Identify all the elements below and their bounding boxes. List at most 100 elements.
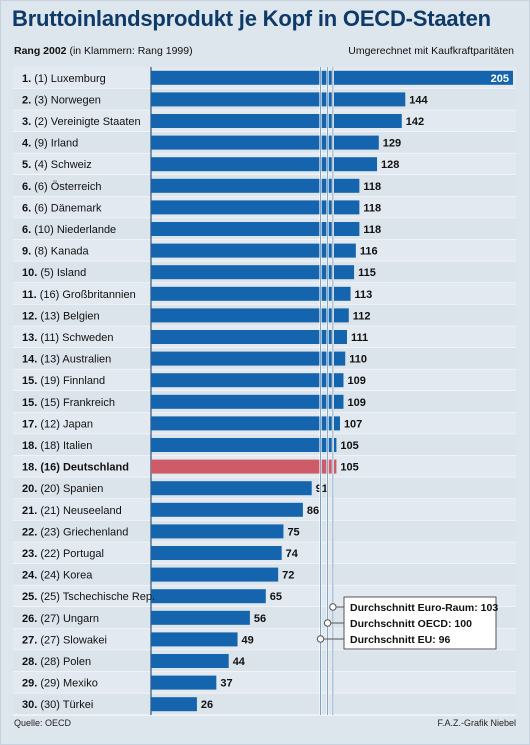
rank-1999-and-country: (22) Portugal xyxy=(37,548,104,560)
page-title: Bruttoinlandsprodukt je Kopf in OECD-Sta… xyxy=(12,6,491,31)
bar xyxy=(151,114,402,128)
bar xyxy=(151,351,346,366)
rank-1999-and-country: (10) Niederlande xyxy=(31,224,116,236)
reference-marker xyxy=(316,635,325,643)
category-label: 6. (10) Niederlande xyxy=(22,224,116,236)
value-label: 49 xyxy=(242,634,254,646)
bar xyxy=(151,567,279,582)
bar xyxy=(151,373,344,388)
bar xyxy=(151,632,238,647)
bar xyxy=(151,546,282,560)
rank-1999-and-country: (25) Tschechische Rep. xyxy=(37,591,155,603)
value-label: 86 xyxy=(307,505,319,517)
rank-1999-and-country: (27) Ungarn xyxy=(37,613,99,625)
rank-1999-and-country: (29) Mexiko xyxy=(37,678,98,690)
category-label: 30. (30) Türkei xyxy=(22,699,93,711)
category-label: 4. (9) Irland xyxy=(22,138,78,150)
ranking-note: Rang 2002 (in Klammern: Rang 1999) xyxy=(14,45,193,57)
rank-2002: 2. xyxy=(22,94,31,106)
rank-1999-and-country: (27) Slowakei xyxy=(37,634,107,646)
category-label: 15. (15) Frankreich xyxy=(22,397,115,409)
rank-2002: 9. xyxy=(22,246,31,258)
category-label: 15. (19) Finnland xyxy=(22,375,105,387)
ranking-note-rest: (in Klammern: Rang 1999) xyxy=(66,45,193,57)
rank-1999-and-country: (8) Kanada xyxy=(31,246,89,258)
rank-1999-and-country: (23) Griechenland xyxy=(37,526,128,538)
category-label: 22. (23) Griechenland xyxy=(22,526,128,538)
value-label: 118 xyxy=(363,224,381,236)
category-label: 23. (22) Portugal xyxy=(22,548,104,560)
value-label: 44 xyxy=(233,656,246,668)
value-label: 142 xyxy=(406,116,424,128)
rank-2002: 3. xyxy=(22,116,31,128)
reference-legend-label: Durchschnitt EU: 96 xyxy=(350,634,451,646)
value-label: 105 xyxy=(340,462,358,474)
value-label: 75 xyxy=(287,526,299,538)
rank-2002: 5. xyxy=(22,159,31,171)
bar xyxy=(151,286,351,301)
value-label: 112 xyxy=(353,310,371,322)
bar xyxy=(151,308,349,323)
category-label: 1. (1) Luxemburg xyxy=(22,73,106,85)
bar xyxy=(151,481,312,496)
rank-2002: 14. xyxy=(22,354,37,366)
value-label: 65 xyxy=(270,591,282,603)
source-note: Quelle: OECD xyxy=(14,718,72,728)
bar xyxy=(151,243,356,258)
rank-2002: 12. xyxy=(22,310,37,322)
rank-1999-and-country: (30) Türkei xyxy=(37,699,93,711)
rank-1999-and-country: (19) Finnland xyxy=(37,375,105,387)
rank-2002: 1. xyxy=(22,73,31,85)
rank-1999-and-country: (15) Frankreich xyxy=(37,397,115,409)
bar xyxy=(151,222,360,236)
rank-2002: 21. xyxy=(22,505,37,517)
category-label: 11. (16) Großbritannien xyxy=(22,289,136,301)
rank-2002: 28. xyxy=(22,656,37,668)
rank-1999-and-country: (13) Australien xyxy=(37,354,111,366)
category-label: 14. (13) Australien xyxy=(22,354,111,366)
category-label: 18. (18) Italien xyxy=(22,440,92,452)
category-label: 24. (24) Korea xyxy=(22,570,93,582)
value-label: 74 xyxy=(286,548,299,560)
bar xyxy=(151,394,344,409)
rank-1999-and-country: (13) Belgien xyxy=(37,310,99,322)
ranking-note-bold: Rang 2002 xyxy=(14,45,67,57)
rank-1999-and-country: (9) Irland xyxy=(31,138,78,150)
bar xyxy=(151,654,229,668)
category-label: 2. (3) Norwegen xyxy=(22,94,101,106)
row-background xyxy=(13,650,516,672)
rank-2002: 17. xyxy=(22,418,37,430)
value-label: 113 xyxy=(355,289,373,301)
reference-marker xyxy=(329,603,337,611)
rank-1999-and-country: (24) Korea xyxy=(37,570,93,582)
value-label: 118 xyxy=(363,181,381,193)
category-label: 6. (6) Österreich xyxy=(22,181,101,193)
value-label: 26 xyxy=(201,699,213,711)
reference-marker xyxy=(323,619,332,627)
rank-1999-and-country: (18) Italien xyxy=(37,440,92,452)
rank-2002: 6. xyxy=(22,181,31,193)
value-label: 56 xyxy=(254,613,266,625)
bar xyxy=(151,135,379,150)
value-label: 109 xyxy=(347,397,365,409)
category-label: 27. (27) Slowakei xyxy=(22,634,107,646)
value-label: 128 xyxy=(381,159,399,171)
rank-1999-and-country: (6) Dänemark xyxy=(31,202,102,214)
bar xyxy=(151,697,197,712)
category-label: 26. (27) Ungarn xyxy=(22,613,99,625)
reference-legend-box xyxy=(343,596,497,650)
rank-1999-and-country: (28) Polen xyxy=(37,656,91,668)
bar xyxy=(151,178,360,193)
rank-1999-and-country: (21) Neuseeland xyxy=(37,505,121,517)
value-label: 37 xyxy=(220,678,232,690)
bar xyxy=(151,416,340,431)
rank-1999-and-country: (1) Luxemburg xyxy=(31,73,106,85)
category-label: 13. (11) Schweden xyxy=(22,332,114,344)
value-label: 144 xyxy=(409,94,428,106)
value-label: 205 xyxy=(491,73,509,85)
rank-2002: 22. xyxy=(22,526,37,538)
bar xyxy=(151,524,284,539)
rank-2002: 29. xyxy=(22,678,37,690)
category-label: 10. (5) Island xyxy=(22,267,86,279)
category-label: 5. (4) Schweiz xyxy=(22,159,92,171)
